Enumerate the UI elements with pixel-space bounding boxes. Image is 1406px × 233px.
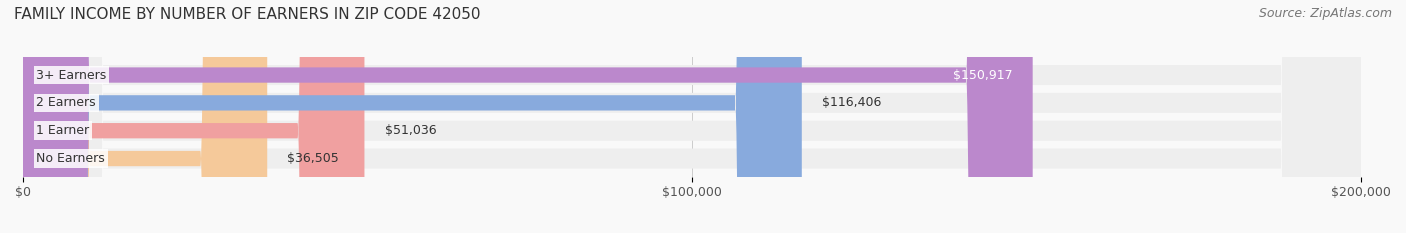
FancyBboxPatch shape [22, 0, 1361, 233]
FancyBboxPatch shape [22, 0, 1361, 233]
FancyBboxPatch shape [22, 0, 1361, 233]
Text: $36,505: $36,505 [287, 152, 339, 165]
FancyBboxPatch shape [22, 0, 1032, 233]
Text: 2 Earners: 2 Earners [37, 96, 96, 109]
FancyBboxPatch shape [22, 0, 267, 233]
FancyBboxPatch shape [22, 0, 1361, 233]
FancyBboxPatch shape [22, 0, 801, 233]
Text: $150,917: $150,917 [953, 69, 1012, 82]
Text: No Earners: No Earners [37, 152, 105, 165]
Text: Source: ZipAtlas.com: Source: ZipAtlas.com [1258, 7, 1392, 20]
Text: $116,406: $116,406 [823, 96, 882, 109]
Text: FAMILY INCOME BY NUMBER OF EARNERS IN ZIP CODE 42050: FAMILY INCOME BY NUMBER OF EARNERS IN ZI… [14, 7, 481, 22]
Text: 3+ Earners: 3+ Earners [37, 69, 107, 82]
Text: 1 Earner: 1 Earner [37, 124, 90, 137]
FancyBboxPatch shape [22, 0, 364, 233]
Text: $51,036: $51,036 [384, 124, 436, 137]
